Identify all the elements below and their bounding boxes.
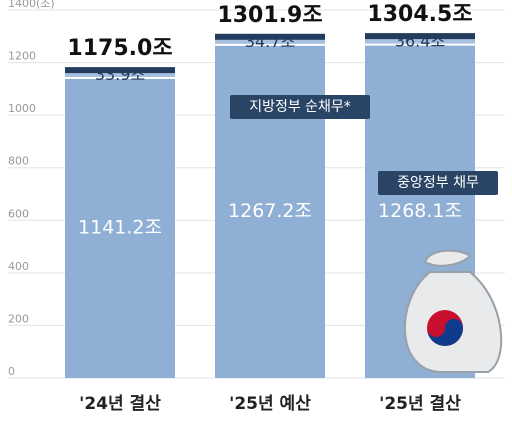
- legend-label: 지방정부 순채무*: [249, 99, 351, 115]
- total-label: 1301.9조: [217, 3, 322, 28]
- y-tick-label: 400: [8, 260, 29, 273]
- bar-segment: [65, 78, 175, 378]
- total-cap: [215, 33, 325, 40]
- value-label: 1267.2조: [228, 200, 312, 222]
- y-tick-label: 800: [8, 155, 29, 168]
- y-tick-label: 1000: [8, 102, 36, 115]
- x-tick-label: '24년 결산: [79, 394, 161, 414]
- bar-segment: [215, 35, 325, 45]
- bar-segment: [365, 35, 475, 45]
- legend-label: 중앙정부 채무: [397, 175, 479, 191]
- value-label: 1141.2조: [78, 217, 162, 239]
- money-bag-icon: [403, 249, 503, 373]
- value-label: 1268.1조: [378, 200, 462, 222]
- y-tick-label: 1200: [8, 50, 36, 63]
- y-tick-label: 1400(조): [8, 0, 55, 10]
- total-label: 1304.5조: [367, 2, 472, 27]
- y-tick-label: 200: [8, 312, 29, 325]
- x-tick-label: '25년 예산: [229, 394, 311, 414]
- total-cap: [365, 33, 475, 40]
- legend-box: [230, 95, 370, 119]
- bar-segment: [65, 69, 175, 79]
- x-tick-label: '25년 결산: [379, 394, 461, 414]
- total-label: 1175.0조: [67, 36, 172, 61]
- y-tick-label: 600: [8, 207, 29, 220]
- bag-top: [423, 249, 472, 267]
- emblem-blue: [427, 319, 463, 346]
- legend-box: [378, 171, 498, 195]
- total-cap: [65, 67, 175, 74]
- y-tick-label: 0: [8, 365, 15, 378]
